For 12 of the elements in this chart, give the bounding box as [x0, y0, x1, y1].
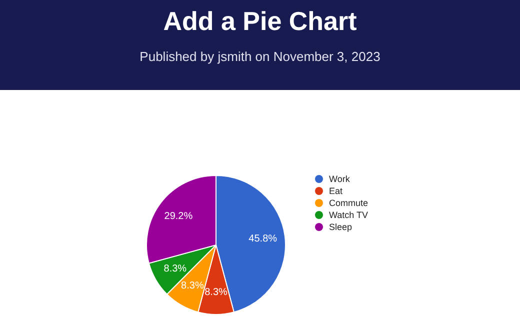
data-label: 8.3% [204, 287, 228, 298]
data-label: 8.3% [181, 280, 204, 292]
chart-title: Add a Pie Chart [162, 5, 358, 37]
legend-label: Commute [329, 198, 368, 208]
legend-label: Sleep [329, 222, 352, 232]
legend-label: Eat [329, 186, 343, 196]
data-label: 45.8% [248, 234, 278, 245]
legend-label: Work [329, 174, 350, 184]
data-label: 29.2% [164, 211, 193, 222]
chart-subtitle: Published by jsmith on November 3, 2023 [138, 49, 382, 64]
legend-label: Watch TV [329, 210, 368, 220]
data-label: 8.3% [164, 264, 187, 275]
